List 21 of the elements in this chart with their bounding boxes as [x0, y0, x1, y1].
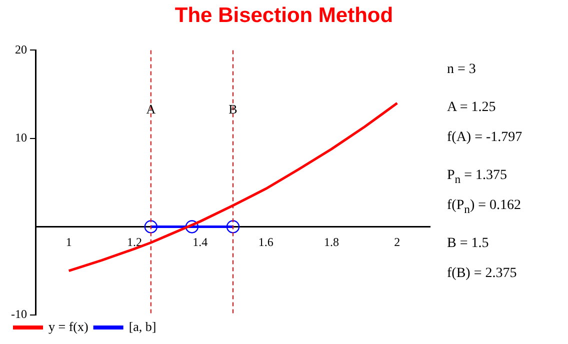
text: A = 1.25: [447, 100, 497, 117]
chart-title: The Bisection Method: [174, 4, 394, 28]
y-tick-label: 20: [14, 42, 27, 56]
legend-label: y = f(x): [48, 318, 88, 334]
text: f(A) = -1.797: [447, 130, 522, 147]
x-tick-label: 1.8: [324, 235, 339, 250]
text: B = 1.5: [447, 236, 490, 253]
x-tick-label: 2: [394, 235, 400, 250]
x-tick-label: 1.6: [258, 235, 274, 250]
ref-line-label: A: [146, 102, 156, 117]
text: f(P$_{n}$) = 0.162: [447, 198, 522, 218]
ref-line-label: B: [228, 102, 238, 117]
text: n = 3: [447, 62, 477, 79]
x-tick-label: 1: [66, 235, 72, 250]
text: f(B) = 2.375: [447, 266, 518, 283]
legend-label: [a, b]: [128, 318, 156, 334]
text: P$_{n}$ = 1.375: [447, 168, 508, 188]
x-tick-label: 1.2: [126, 235, 142, 250]
x-tick-label: 1.4: [192, 235, 208, 250]
y-tick-label: 10: [14, 130, 27, 145]
y-tick-label: -10: [10, 307, 27, 322]
